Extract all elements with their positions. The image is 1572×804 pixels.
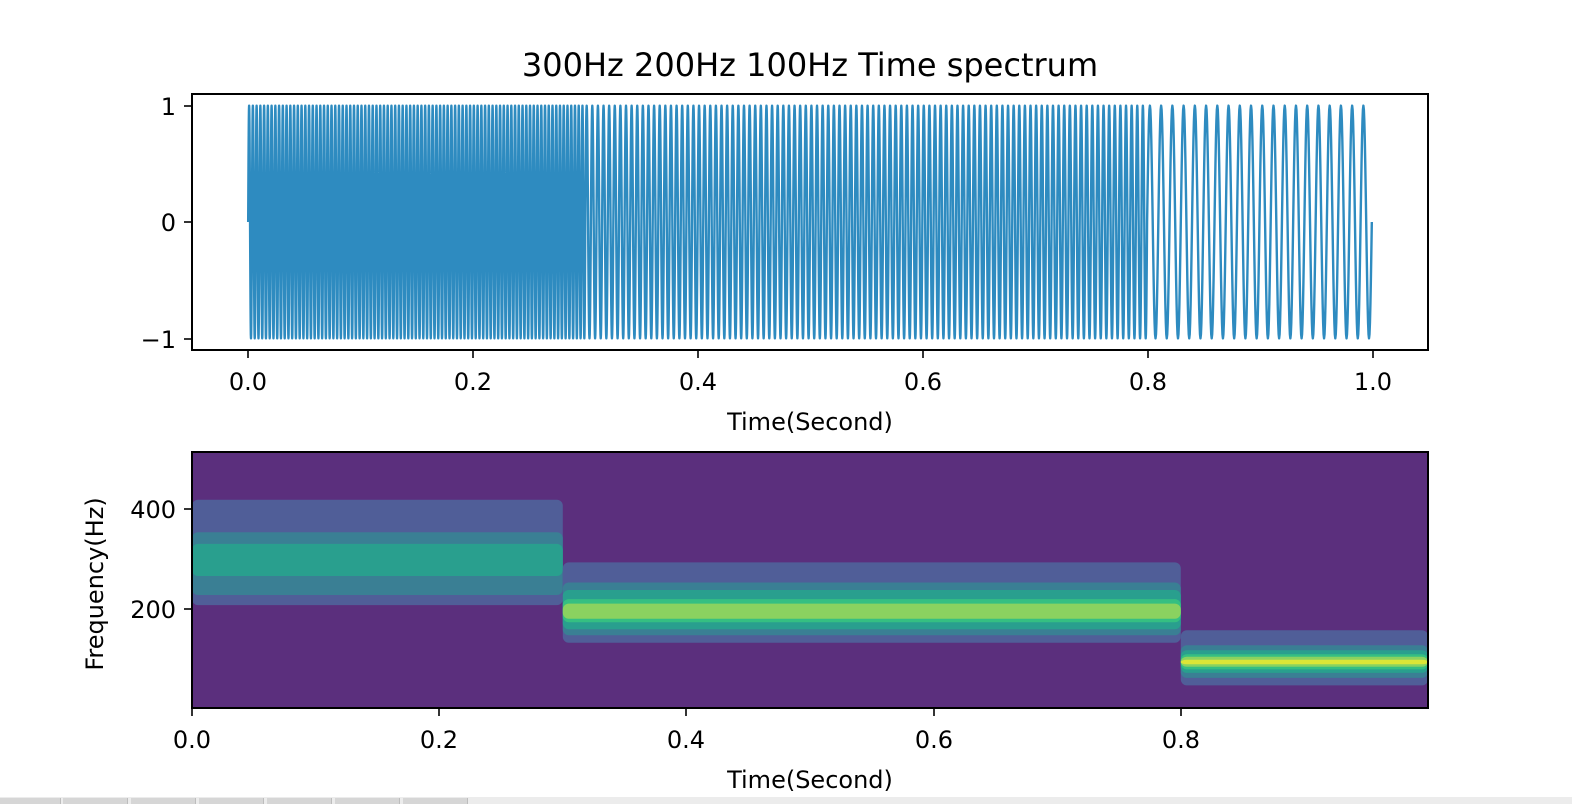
x-tick-label: 0.8	[1162, 726, 1200, 754]
x-tick-label: 0.4	[679, 368, 717, 396]
x-tick-label: 0.6	[915, 726, 953, 754]
strip-tab	[403, 798, 468, 804]
x-tick-label: 0.8	[1129, 368, 1167, 396]
x-axis-label: Time(Second)	[726, 766, 893, 794]
x-tick-label: 0.6	[904, 368, 942, 396]
x-tick-label: 1.0	[1354, 368, 1392, 396]
signal-x-axis: 0.0 0.2 0.4 0.6 0.8 1.0 Time(Second)	[229, 350, 1392, 436]
x-tick-label: 0.2	[454, 368, 492, 396]
window-bottom-strip	[0, 797, 1572, 804]
strip-tab	[267, 798, 332, 804]
signal-y-axis: 1 0 −1	[141, 93, 192, 354]
spectrogram-x-axis: 0.0 0.2 0.4 0.6 0.8 Time(Second)	[173, 708, 1200, 794]
signal-series-line	[246, 104, 1374, 340]
x-tick-label: 0.2	[420, 726, 458, 754]
x-axis-label: Time(Second)	[726, 408, 893, 436]
spectrogram-chart: 200 400 Frequency(Hz) 0.0 0.2 0.4 0.6 0.…	[81, 451, 1429, 794]
spectrogram-band-200hz-level-5	[562, 603, 1181, 619]
y-tick-label: 400	[130, 496, 176, 524]
spectrogram-axes-frame	[191, 451, 1429, 709]
strip-tab	[0, 798, 61, 804]
y-tick-label: 0	[161, 209, 176, 237]
y-tick-label: 1	[161, 93, 176, 121]
time-signal-chart: 300Hz 200Hz 100Hz Time spectrum 1 0 −1 0…	[141, 46, 1429, 436]
strip-tab	[63, 798, 128, 804]
spectrogram-plot-area	[192, 452, 1428, 708]
spectrogram-band-100hz-level-6	[1180, 659, 1428, 665]
x-tick-label: 0.0	[173, 726, 211, 754]
strip-tab	[199, 798, 264, 804]
strip-tab	[335, 798, 400, 804]
y-tick-label: 200	[130, 596, 176, 624]
spectrogram-y-axis: 200 400 Frequency(Hz)	[81, 496, 192, 671]
chart-title: 300Hz 200Hz 100Hz Time spectrum	[522, 46, 1098, 84]
x-tick-label: 0.4	[667, 726, 705, 754]
x-tick-label: 0.0	[229, 368, 267, 396]
strip-tab	[131, 798, 196, 804]
y-axis-label: Frequency(Hz)	[81, 497, 109, 670]
signal-plot-area	[246, 104, 1374, 340]
y-tick-label: −1	[141, 326, 176, 354]
spectrogram-band-300hz-level-3	[192, 543, 563, 576]
